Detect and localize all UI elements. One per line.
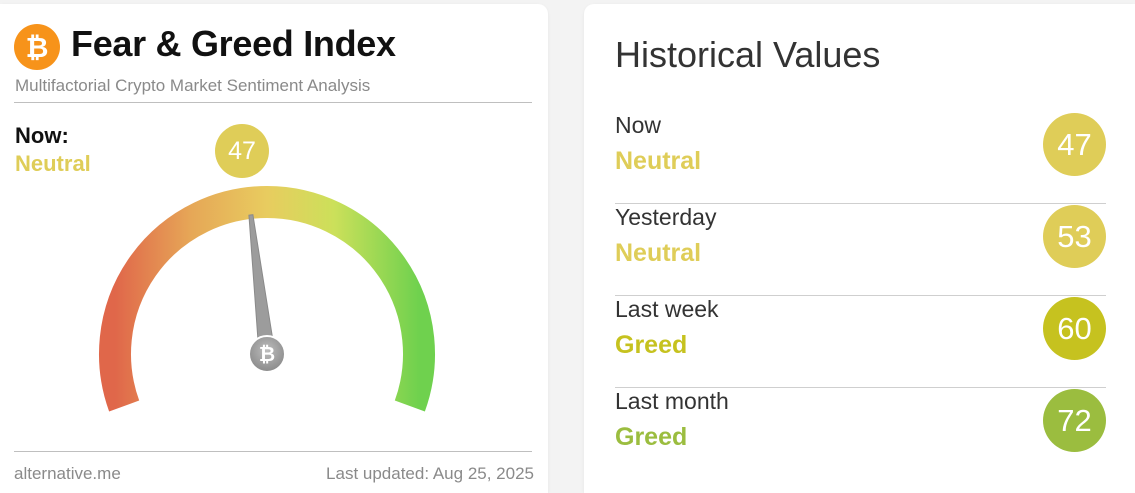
history-classification: Greed: [615, 331, 688, 359]
last-updated: Last updated: Aug 25, 2025: [326, 464, 534, 483]
bitcoin-icon: ₿: [14, 24, 60, 70]
page-title: Fear & Greed Index: [71, 23, 396, 64]
history-period: Now: [615, 112, 662, 138]
history-row-last-week: Last week Greed 60: [615, 296, 1106, 388]
history-row-now: Now Neutral 47: [615, 112, 1106, 204]
historical-values-card: Historical Values Now Neutral 47 Yesterd…: [584, 4, 1135, 493]
history-value-badge: 47: [1043, 113, 1106, 176]
now-label: Now:: [15, 123, 69, 148]
bitcoin-icon: ₿: [259, 342, 275, 366]
gauge-needle: [248, 214, 276, 356]
history-classification: Neutral: [615, 239, 702, 267]
current-value-badge: 47: [215, 124, 269, 178]
history-value-badge: 72: [1043, 389, 1106, 452]
history-row-last-month: Last month Greed 72: [615, 388, 1106, 480]
divider-top: [14, 102, 532, 103]
divider-bottom: [14, 451, 532, 452]
historical-title: Historical Values: [615, 34, 881, 75]
needle-hub: [248, 335, 286, 373]
subtitle: Multifactorial Crypto Market Sentiment A…: [15, 76, 371, 95]
source-link[interactable]: alternative.me: [14, 464, 121, 483]
row-divider: [615, 295, 1106, 296]
history-value-badge: 53: [1043, 205, 1106, 268]
row-divider: [615, 203, 1106, 204]
history-classification: Greed: [615, 423, 688, 451]
now-classification: Neutral: [15, 151, 91, 176]
gauge-arc: [99, 186, 435, 412]
row-divider: [615, 387, 1106, 388]
history-value-badge: 60: [1043, 297, 1106, 360]
history-row-yesterday: Yesterday Neutral 53: [615, 204, 1106, 296]
history-period: Last month: [615, 388, 729, 414]
history-period: Last week: [615, 296, 719, 322]
sentiment-gauge: ₿: [99, 186, 435, 412]
fear-greed-card: ₿ Fear & Greed Index Multifactorial Cryp…: [0, 4, 548, 493]
history-period: Yesterday: [615, 204, 717, 230]
history-classification: Neutral: [615, 147, 702, 175]
